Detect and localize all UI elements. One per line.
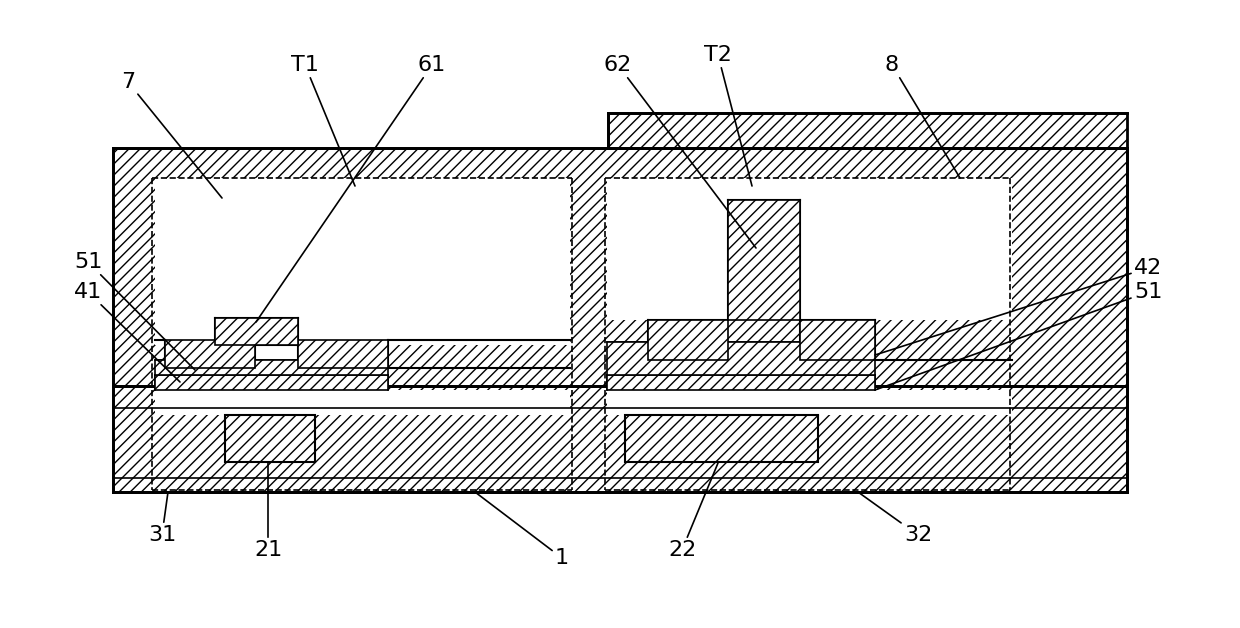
Text: 31: 31	[148, 492, 176, 545]
Text: T1: T1	[291, 55, 355, 186]
Text: 7: 7	[122, 72, 222, 198]
Bar	[224, 415, 315, 462]
Bar	[113, 386, 1127, 492]
Text: 22: 22	[668, 463, 718, 560]
Bar	[800, 320, 875, 360]
Text: 8: 8	[885, 55, 960, 178]
Bar	[298, 340, 388, 368]
Text: 51: 51	[74, 252, 195, 370]
Bar	[608, 342, 875, 375]
Bar	[255, 340, 298, 368]
Bar	[608, 390, 1012, 415]
Text: 42: 42	[875, 258, 1162, 355]
Bar	[649, 200, 728, 320]
Bar	[608, 178, 1012, 320]
Text: 32: 32	[858, 492, 932, 545]
Text: T2: T2	[704, 45, 751, 186]
Bar	[165, 340, 255, 368]
Bar	[649, 320, 728, 360]
Bar	[113, 148, 1127, 386]
Bar	[728, 200, 800, 320]
Bar	[155, 375, 388, 390]
Bar	[155, 360, 388, 375]
Text: 1: 1	[475, 492, 569, 568]
Text: 62: 62	[604, 55, 756, 248]
Bar	[608, 113, 1127, 148]
Bar	[298, 318, 570, 345]
Bar	[215, 318, 298, 345]
Text: 41: 41	[74, 282, 180, 382]
Bar	[625, 415, 818, 462]
Bar	[608, 375, 875, 390]
Text: 61: 61	[255, 55, 446, 322]
Text: 21: 21	[254, 463, 283, 560]
Bar	[155, 390, 570, 415]
Bar	[155, 318, 215, 345]
Bar	[155, 178, 570, 340]
Bar	[800, 200, 875, 320]
Text: 51: 51	[875, 282, 1162, 390]
